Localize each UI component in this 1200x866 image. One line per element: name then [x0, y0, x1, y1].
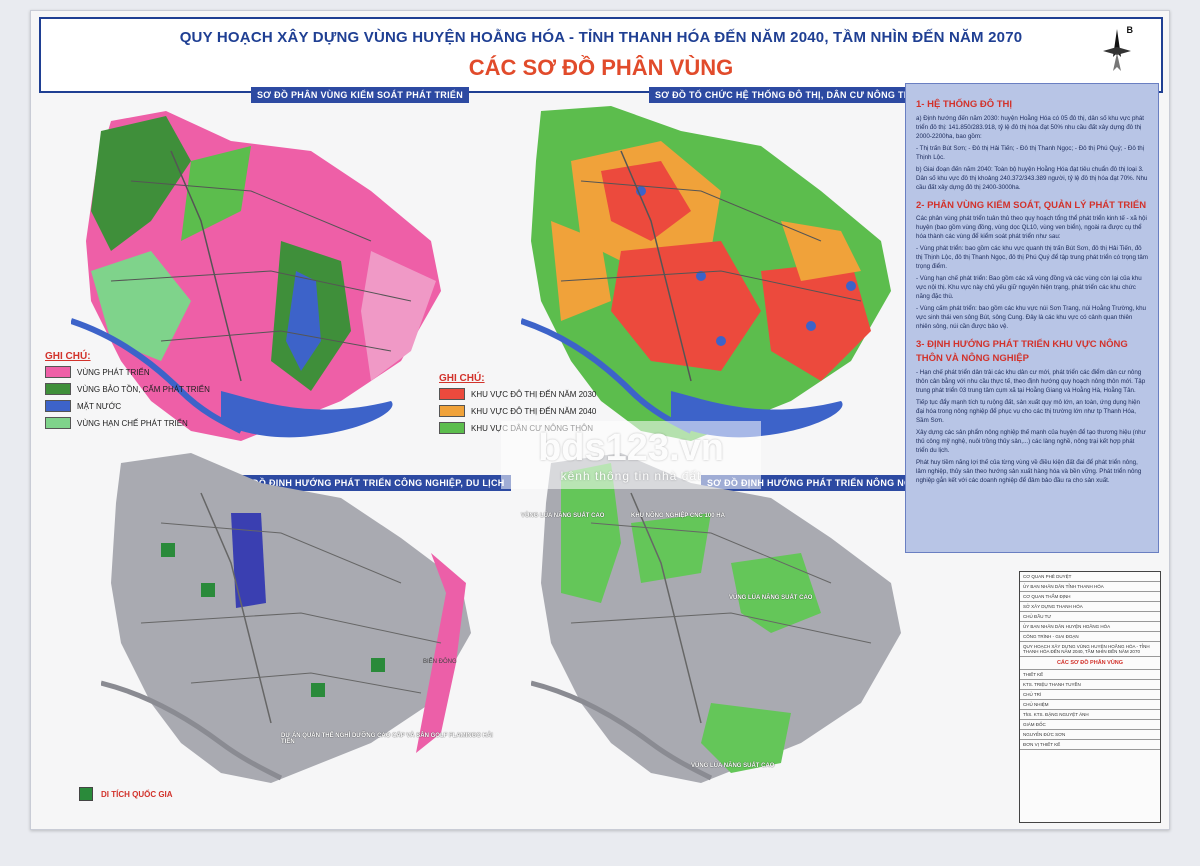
watermark: bds123.vn kênh thông tin nhà đất [501, 421, 761, 489]
legend2-row: KHU VỰC ĐÔ THỊ ĐẾN NĂM 2030 [439, 388, 596, 400]
map-nong-nghiep[interactable] [530, 443, 911, 798]
map-kiem-soat-phat-trien[interactable] [70, 101, 451, 456]
sheet-subtitle: CÁC SƠ ĐỒ PHÂN VÙNG [468, 55, 734, 80]
section-text: - Vùng hạn chế phát triển: Bao gồm các x… [916, 275, 1142, 301]
legend1-row: VÙNG PHÁT TRIỂN [45, 366, 210, 378]
legend1-label: VÙNG HẠN CHẾ PHÁT TRIỂN [77, 418, 188, 428]
watermark-sub: kênh thông tin nhà đất [560, 469, 702, 483]
map-cong-nghiep-du-lich[interactable] [100, 443, 481, 798]
legend1-title: GHI CHÚ: [45, 351, 91, 362]
section-text: - Thị trấn Bút Sơn; - Đô thị Hải Tiến; -… [916, 144, 1145, 161]
legend1-row: VÙNG HẠN CHẾ PHÁT TRIỂN [45, 417, 210, 429]
tb-row: CHỦ NHIỆM [1020, 700, 1160, 710]
tb-row: ỦY BAN NHÂN DÂN HUYỆN HOẰNG HÓA [1020, 622, 1160, 632]
nong-nghiep-label-3: VÙNG LÚA NĂNG SUẤT CAO [729, 595, 813, 601]
legend1-label: MẶT NƯỚC [77, 401, 122, 411]
section-text: - Vùng cấm phát triển: bao gồm các khu v… [916, 305, 1146, 331]
explanation-panel: 1- HỆ THỐNG ĐÔ THỊ a) Định hướng đến năm… [905, 83, 1159, 553]
map2-title: SƠ ĐỒ TỔ CHỨC HỆ THỐNG ĐÔ THỊ, DÂN CƯ NÔ… [649, 87, 931, 103]
tb-row: SỞ XÂY DỰNG THANH HÓA [1020, 602, 1160, 612]
di-tich-legend: DI TÍCH QUỐC GIA [79, 787, 173, 801]
section-heading-1: 1- HỆ THỐNG ĐÔ THỊ [916, 99, 1013, 110]
section-text: a) Định hướng đến năm 2030: huyện Hoằng … [916, 114, 1145, 140]
title-block: CƠ QUAN PHÊ DUYỆT ỦY BAN NHÂN DÂN TỈNH T… [1019, 571, 1161, 823]
section-text: Xây dựng các sản phẩm nông nghiệp thế mạ… [916, 428, 1146, 454]
tb-drawing-title: CÁC SƠ ĐỒ PHÂN VÙNG [1020, 657, 1160, 670]
bien-dong-label: BIỂN ĐÔNG [423, 659, 457, 665]
map-he-thong-do-thi[interactable] [520, 101, 901, 456]
di-tich-label: DI TÍCH QUỐC GIA [101, 789, 173, 799]
legend-kiem-soat: GHI CHÚ: VÙNG PHÁT TRIỂN VÙNG BẢO TỒN, C… [45, 351, 210, 434]
section-text: Phát huy tiềm năng lợi thế của từng vùng… [916, 458, 1142, 484]
tb-row: CÔNG TRÌNH - GIAI ĐOẠN [1020, 632, 1160, 642]
compass-icon: B [1101, 25, 1134, 73]
tb-row: CHỦ ĐẦU TƯ [1020, 612, 1160, 622]
watermark-main: bds123.vn [538, 427, 724, 469]
nong-nghiep-label-1: VÙNG LÚA NĂNG SUẤT CAO [521, 513, 605, 519]
legend2-swatch [439, 405, 465, 417]
legend1-row: VÙNG BẢO TỒN, CẤM PHÁT TRIỂN [45, 383, 210, 395]
tb-row: THIẾT KẾ [1020, 670, 1160, 680]
legend1-swatch [45, 400, 71, 412]
section-text: Các phân vùng phát triển tuân thủ theo q… [916, 215, 1147, 241]
legend1-label: VÙNG BẢO TỒN, CẤM PHÁT TRIỂN [77, 384, 210, 394]
tb-row: CƠ QUAN THẨM ĐỊNH [1020, 592, 1160, 602]
section-heading-3: 3- ĐỊNH HƯỚNG PHÁT TRIỂN KHU VỰC NÔNG TH… [916, 339, 1128, 364]
nong-nghiep-label-4: VÙNG LÚA NĂNG SUẤT CAO [691, 763, 775, 769]
section-heading-2: 2- PHÂN VÙNG KIỂM SOÁT, QUẢN LÝ PHÁT TRI… [916, 199, 1147, 211]
tb-row: QUY HOẠCH XÂY DỰNG VÙNG HUYỆN HOẰNG HÓA … [1020, 642, 1160, 657]
map3-title: SƠ ĐỒ ĐỊNH HƯỚNG PHÁT TRIỂN CÔNG NGHIỆP,… [229, 475, 511, 491]
section-text: b) Giai đoạn đến năm 2040: Toàn bộ huyện… [916, 165, 1148, 191]
di-tich-swatch [79, 787, 93, 801]
section-text: - Vùng phát triển: bao gồm các khu vực q… [916, 245, 1148, 271]
legend1-row: MẶT NƯỚC [45, 400, 210, 412]
legend1-label: VÙNG PHÁT TRIỂN [77, 367, 150, 377]
tb-row: ĐƠN VỊ THIẾT KẾ [1020, 740, 1160, 750]
tb-row: CƠ QUAN PHÊ DUYỆT [1020, 572, 1160, 582]
du-lich-project-label: DỰ ÁN QUẦN THỂ NGHỈ DƯỠNG CAO CẤP VÀ SÂN… [281, 733, 493, 745]
compass-north-label: B [1126, 25, 1134, 35]
tb-row: ỦY BAN NHÂN DÂN TỈNH THANH HÓA [1020, 582, 1160, 592]
legend1-swatch [45, 417, 71, 429]
section-text: - Hạn chế phát triển dân trải các khu dâ… [916, 368, 1146, 394]
legend2-swatch [439, 388, 465, 400]
tb-row: CHỦ TRÌ [1020, 690, 1160, 700]
legend2-title: GHI CHÚ: [439, 373, 485, 384]
title-box: QUY HOẠCH XÂY DỰNG VÙNG HUYỆN HOẰNG HÓA … [39, 17, 1163, 93]
sheet-title: QUY HOẠCH XÂY DỰNG VÙNG HUYỆN HOẰNG HÓA … [179, 29, 1023, 46]
map-sheet: QUY HOẠCH XÂY DỰNG VÙNG HUYỆN HOẰNG HÓA … [30, 10, 1170, 830]
section-text: Tiếp tục đẩy mạnh tích tụ ruộng đất, sản… [916, 398, 1140, 424]
legend2-label: KHU VỰC ĐÔ THỊ ĐẾN NĂM 2030 [471, 389, 597, 399]
nong-nghiep-label-2: KHU NÔNG NGHIỆP CNC 100 HA [631, 513, 725, 519]
tb-row: KTS. TRIỆU THANH TUYỀN [1020, 680, 1160, 690]
tb-row: ThS. KTS. ĐẶNG NGUYỆT ÁNH [1020, 710, 1160, 720]
legend1-swatch [45, 383, 71, 395]
legend2-label: KHU VỰC ĐÔ THỊ ĐẾN NĂM 2040 [471, 406, 597, 416]
tb-row: GIÁM ĐỐC [1020, 720, 1160, 730]
legend2-swatch [439, 422, 465, 434]
legend2-row: KHU VỰC ĐÔ THỊ ĐẾN NĂM 2040 [439, 405, 596, 417]
tb-row: NGUYỄN ĐỨC SƠN [1020, 730, 1160, 740]
map1-title: SƠ ĐỒ PHÂN VÙNG KIỂM SOÁT PHÁT TRIỂN [251, 87, 469, 103]
legend1-swatch [45, 366, 71, 378]
